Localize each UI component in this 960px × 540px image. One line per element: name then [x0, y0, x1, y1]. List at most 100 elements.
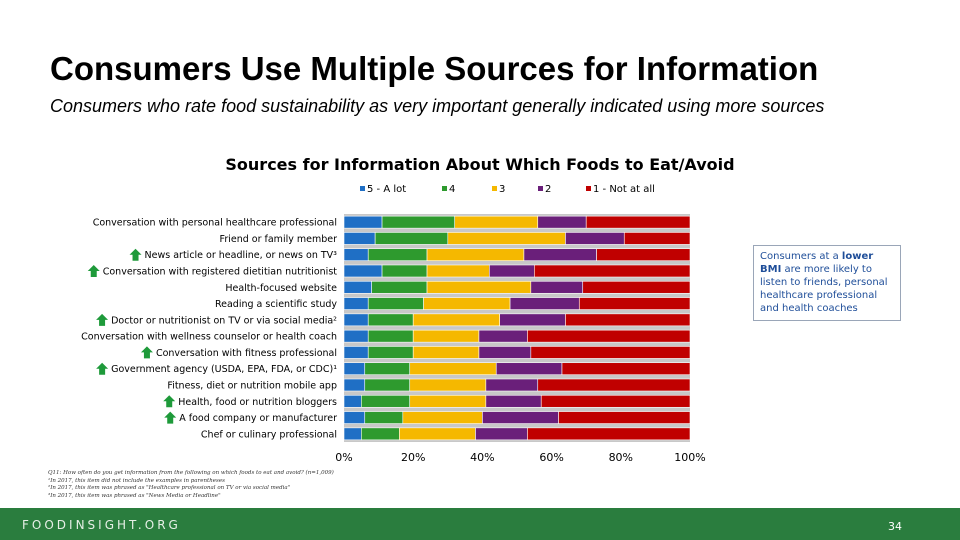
bar-segment: [426, 248, 525, 262]
bar-segment: [409, 394, 487, 408]
up-arrow-icon: [129, 248, 142, 261]
callout-emphasis: lower BMI: [760, 251, 874, 275]
category-label: Doctor or nutritionist on TV or via soci…: [111, 315, 337, 326]
legend-item: 1 - Not at all: [586, 184, 655, 196]
bar-segment: [426, 264, 490, 278]
bar-segment: [454, 215, 539, 229]
bar-segment: [475, 427, 528, 441]
category-label: Conversation with registered dietitian n…: [103, 267, 338, 278]
bar-segment: [343, 264, 383, 278]
bar-segment: [343, 297, 369, 310]
bar-segment: [527, 329, 691, 343]
bar-segment: [509, 297, 580, 310]
bar-segment: [364, 362, 411, 376]
bar-segment: [412, 313, 501, 327]
bar-segment: [343, 329, 369, 343]
legend-item: 3: [492, 184, 505, 196]
bar-segment: [423, 297, 511, 310]
bar-segment: [523, 248, 597, 262]
bar-segment: [578, 297, 691, 310]
bar-segment: [582, 280, 691, 294]
bar-segment: [343, 313, 369, 327]
legend-swatch: [360, 186, 365, 191]
bar-segment: [482, 411, 559, 424]
slide-subtitle: Consumers who rate food sustainability a…: [50, 96, 825, 116]
bar-segment: [561, 362, 691, 376]
x-tick-label: 0%: [335, 451, 352, 464]
bar-segment: [343, 346, 369, 359]
up-arrow-icon: [96, 313, 109, 326]
bar-segment: [360, 394, 411, 408]
bar-segment: [540, 394, 691, 408]
x-tick-label: 60%: [539, 451, 563, 464]
bar-segment: [558, 411, 691, 424]
up-arrow-icon: [96, 362, 109, 375]
footnote-1: ¹In 2017, this item did not include the …: [48, 477, 225, 484]
x-tick-label: 100%: [674, 451, 705, 464]
slide-title: Consumers Use Multiple Sources for Infor…: [50, 50, 819, 87]
category-label: Conversation with wellness counselor or …: [81, 332, 337, 343]
category-label: Health-focused website: [225, 283, 337, 294]
legend-swatch: [538, 186, 543, 191]
category-label: Chef or culinary professional: [201, 429, 337, 440]
bar-segment: [489, 264, 535, 278]
category-label: Conversation with fitness professional: [156, 348, 337, 359]
category-label: Government agency (USDA, EPA, FDA, or CD…: [111, 364, 337, 375]
bar-segment: [596, 248, 691, 262]
bar-segment: [409, 362, 497, 376]
bar-segment: [360, 427, 400, 441]
bar-segment: [343, 232, 376, 245]
footnote-question: Q11: How often do you get information fr…: [48, 470, 334, 476]
bar-segment: [426, 280, 532, 294]
bar-segment: [499, 313, 566, 327]
bar-segment: [530, 346, 691, 359]
category-label: Reading a scientific study: [215, 299, 337, 310]
footer-brand-link[interactable]: FOODINSIGHT.ORG: [22, 518, 181, 532]
x-tick-label: 40%: [470, 451, 494, 464]
page-number: 34: [888, 520, 902, 533]
bar-segment: [623, 232, 691, 245]
bar-segment: [364, 378, 411, 392]
legend-item: 4: [442, 184, 455, 196]
up-arrow-icon: [140, 346, 153, 359]
bar-segment: [381, 215, 456, 229]
plot-area: [344, 214, 690, 442]
bar-segment: [343, 362, 366, 376]
bar-segment: [343, 248, 369, 262]
bar-segment: [399, 427, 476, 441]
bar-segment: [565, 232, 625, 245]
bar-segment: [371, 280, 428, 294]
bar-segment: [367, 313, 414, 327]
bar-segment: [478, 346, 532, 359]
callout-text-after: are more likely to listen to friends, pe…: [760, 264, 888, 314]
bar-segment: [343, 280, 372, 294]
bar-segment: [412, 346, 480, 359]
footer-bar: FOODINSIGHT.ORG 34: [0, 508, 960, 540]
bar-segment: [565, 313, 691, 327]
bar-segment: [402, 411, 483, 424]
legend-swatch: [442, 186, 447, 191]
bar-segment: [530, 280, 584, 294]
bar-segment: [527, 427, 691, 441]
bar-segment: [343, 427, 362, 441]
bar-segment: [537, 215, 587, 229]
category-label: Friend or family member: [220, 234, 338, 245]
bar-segment: [367, 297, 424, 310]
bar-segment: [485, 394, 542, 408]
callout-text-before: Consumers at a: [760, 251, 842, 262]
bar-segment: [447, 232, 566, 245]
legend-label: 1 - Not at all: [593, 184, 655, 195]
bar-segment: [374, 232, 449, 245]
bar-segment: [409, 378, 487, 392]
legend-item: 2: [538, 184, 551, 196]
bar-segment: [343, 394, 362, 408]
bar-segment: [585, 215, 691, 229]
category-label: Health, food or nutrition bloggers: [178, 397, 337, 408]
category-label: A food company or manufacturer: [179, 413, 337, 424]
legend-label: 2: [545, 184, 552, 195]
bar-segment: [537, 378, 691, 392]
bmi-callout-box: Consumers at a lower BMI are more likely…: [753, 245, 901, 321]
bar-segment: [367, 346, 414, 359]
x-tick-label: 20%: [401, 451, 425, 464]
footnote-3: ³In 2017, this item was phrased as "News…: [48, 492, 221, 499]
